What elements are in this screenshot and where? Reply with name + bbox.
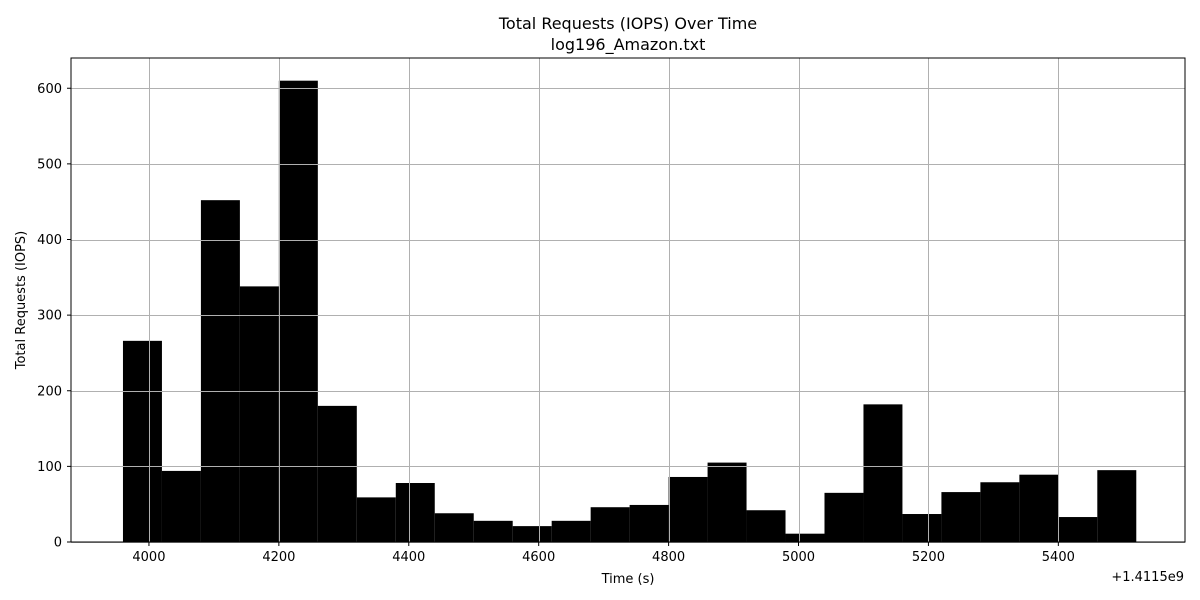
x-ticks: 4000 4200 4400 4600 4800 5000 5200 5400 <box>132 542 1075 565</box>
x-axis-label: Time (s) <box>601 572 655 587</box>
histogram-bar <box>122 340 162 542</box>
y-tick-label: 500 <box>37 157 62 172</box>
histogram-bar <box>278 80 318 542</box>
histogram-bar <box>668 476 708 542</box>
x-tick-label: 4800 <box>652 550 685 565</box>
histogram-bar <box>941 492 981 542</box>
histogram-bar <box>902 514 942 542</box>
x-axis-offset-label: +1.4115e9 <box>1111 570 1184 585</box>
histogram-bar <box>1019 474 1059 542</box>
y-tick-label: 400 <box>37 233 62 248</box>
y-tick-label: 0 <box>54 536 62 551</box>
histogram-bar <box>746 510 786 542</box>
histogram-bar <box>707 462 747 542</box>
histogram-bar <box>1058 517 1098 542</box>
x-tick-label: 5000 <box>782 550 815 565</box>
x-tick-label: 4600 <box>522 550 555 565</box>
grid <box>71 58 1185 543</box>
histogram-bar <box>434 513 474 542</box>
plot-frame <box>70 57 1186 543</box>
histogram-bar <box>239 286 279 542</box>
chart-title: Total Requests (IOPS) Over Time <box>498 14 757 33</box>
histogram-bar <box>785 533 825 542</box>
histogram-bar <box>356 497 396 542</box>
histogram-bar <box>629 504 669 542</box>
histogram-bar <box>551 520 591 542</box>
x-tick-label: 4200 <box>262 550 295 565</box>
bars <box>122 80 1137 543</box>
chart-subtitle: log196_Amazon.txt <box>551 35 706 55</box>
y-tick-label: 600 <box>37 82 62 97</box>
histogram-bar <box>863 404 903 542</box>
histogram-bar <box>824 492 864 542</box>
x-tick-label: 4400 <box>392 550 425 565</box>
histogram-bar <box>200 200 240 543</box>
y-ticks: 0 100 200 300 400 500 600 <box>37 82 71 551</box>
x-tick-label: 5200 <box>912 550 945 565</box>
x-tick-label: 5400 <box>1042 550 1075 565</box>
y-axis-label: Total Requests (IOPS) <box>14 231 29 371</box>
y-tick-label: 100 <box>37 460 62 475</box>
histogram-bar <box>590 507 630 542</box>
y-tick-label: 300 <box>37 309 62 324</box>
histogram-bar <box>473 520 513 542</box>
histogram-bar <box>317 405 357 542</box>
x-tick-label: 4000 <box>132 550 165 565</box>
histogram-bar <box>161 470 201 542</box>
histogram-bar <box>980 482 1020 542</box>
histogram-bar <box>1097 470 1137 542</box>
y-tick-label: 200 <box>37 384 62 399</box>
histogram-bar <box>512 526 552 542</box>
histogram-bar <box>395 483 435 542</box>
